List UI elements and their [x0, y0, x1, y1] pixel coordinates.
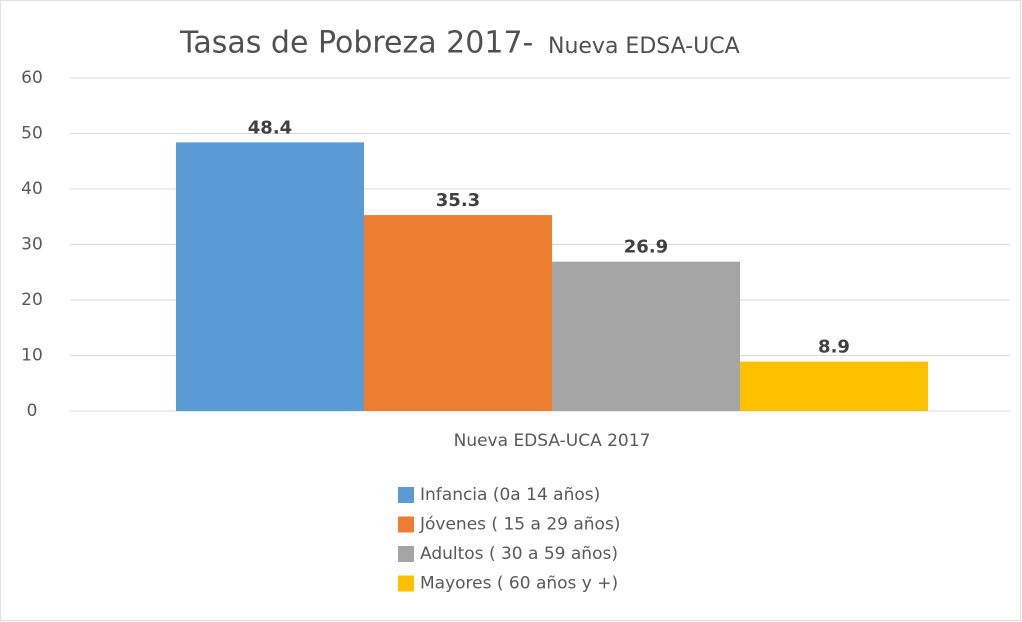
y-tick-label: 10	[21, 346, 43, 366]
data-label: 8.9	[818, 337, 850, 358]
bar	[552, 261, 740, 411]
bar	[364, 215, 552, 411]
legend-label: Mayores ( 60 años y +)	[420, 574, 618, 594]
legend-swatch	[398, 575, 414, 592]
y-tick-label: 60	[21, 68, 43, 88]
bar	[740, 361, 928, 411]
y-tick-label: 20	[21, 290, 43, 310]
y-tick-label: 40	[21, 179, 43, 199]
chart-subtitle: Nueva EDSA-UCA	[548, 34, 740, 59]
bar	[176, 142, 364, 411]
legend-label: Adultos ( 30 a 59 años)	[420, 544, 618, 564]
legend-swatch	[398, 516, 414, 533]
data-label: 48.4	[248, 117, 292, 138]
data-label: 26.9	[624, 237, 668, 258]
y-tick-label: 50	[21, 124, 43, 144]
x-tick-label: Nueva EDSA-UCA 2017	[454, 431, 651, 451]
y-tick-label: 0	[27, 401, 38, 421]
legend-swatch	[398, 546, 414, 562]
chart-title: Tasas de Pobreza 2017-	[179, 26, 533, 61]
data-label: 35.3	[436, 190, 480, 211]
legend-label: Infancia (0a 14 años)	[420, 485, 600, 505]
y-tick-label: 30	[21, 235, 43, 255]
legend-swatch	[398, 487, 414, 503]
legend-label: Jóvenes ( 15 a 29 años)	[419, 515, 620, 535]
